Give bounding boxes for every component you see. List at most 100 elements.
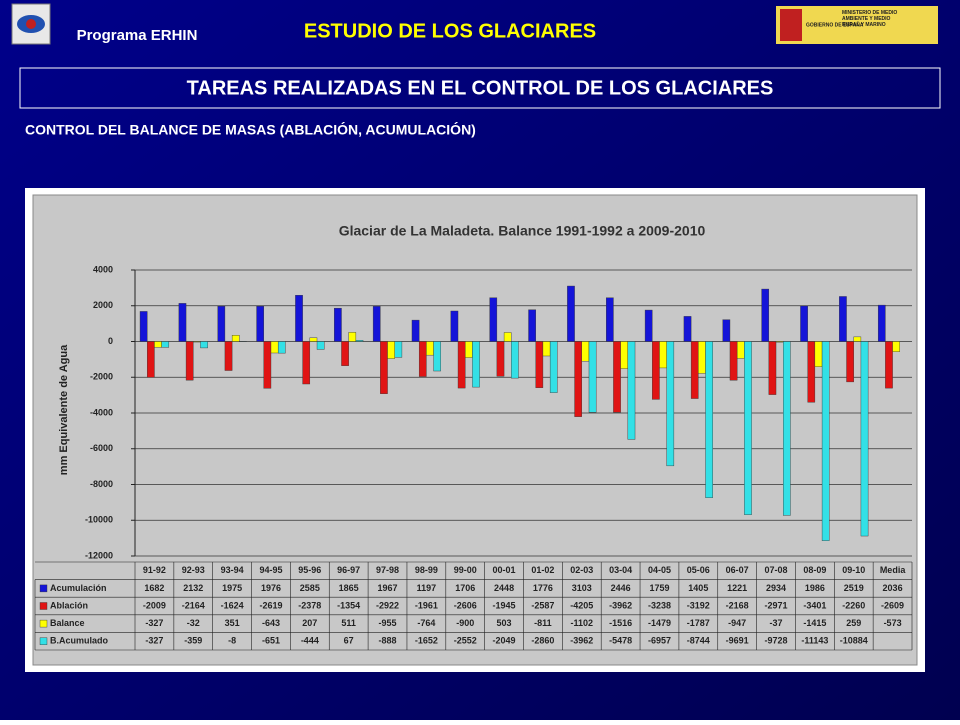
bar bbox=[893, 342, 900, 352]
bar bbox=[225, 342, 232, 371]
subtitle: CONTROL DEL BALANCE DE MASAS (ABLACIÓN, … bbox=[25, 121, 476, 138]
bar bbox=[628, 342, 635, 440]
table-value: -3192 bbox=[687, 600, 710, 610]
bar bbox=[744, 342, 751, 515]
x-tick-label: 06-07 bbox=[726, 565, 749, 575]
table-value: 2519 bbox=[844, 583, 864, 593]
bar bbox=[295, 295, 302, 341]
y-tick-label: 2000 bbox=[93, 300, 113, 310]
table-value: -3401 bbox=[803, 600, 826, 610]
chart-title: Glaciar de La Maladeta. Balance 1991-199… bbox=[339, 223, 706, 239]
bar bbox=[536, 342, 543, 388]
table-value: -888 bbox=[379, 636, 397, 646]
table-value: -811 bbox=[534, 618, 552, 628]
bar bbox=[567, 286, 574, 341]
ministry-logo: GOBIERNO DE ESPAÑA MINISTERIO DE MEDIO A… bbox=[776, 6, 938, 44]
bar bbox=[193, 342, 200, 343]
table-value: -955 bbox=[379, 618, 397, 628]
table-value: -9691 bbox=[726, 636, 749, 646]
bar bbox=[737, 342, 744, 359]
legend-label: Ablación bbox=[50, 600, 88, 610]
bar bbox=[659, 342, 666, 368]
bar bbox=[419, 342, 426, 377]
bar bbox=[140, 311, 147, 341]
table-value: -1479 bbox=[648, 618, 671, 628]
table-value: -651 bbox=[262, 636, 280, 646]
table-value: -10884 bbox=[840, 636, 868, 646]
table-value: -1945 bbox=[493, 600, 516, 610]
bar bbox=[504, 333, 511, 342]
table-value: -8 bbox=[228, 636, 236, 646]
bar bbox=[621, 342, 628, 369]
table-value: -32 bbox=[187, 618, 200, 628]
y-axis-label: mm Equivalente de Agua bbox=[58, 344, 70, 475]
table-value: 1975 bbox=[222, 583, 242, 593]
bar bbox=[264, 342, 271, 389]
legend-swatch bbox=[40, 585, 47, 592]
legend-label: Acumulación bbox=[50, 583, 107, 593]
table-value: -2587 bbox=[531, 600, 554, 610]
table-value: -2552 bbox=[454, 636, 477, 646]
bar bbox=[271, 342, 278, 353]
table-value: -359 bbox=[184, 636, 202, 646]
x-tick-label: 91-92 bbox=[143, 565, 166, 575]
table-value: -2049 bbox=[493, 636, 516, 646]
table-value: 2934 bbox=[766, 583, 786, 593]
bar bbox=[154, 342, 161, 348]
table-value: 259 bbox=[846, 618, 861, 628]
table-value: -1961 bbox=[415, 600, 438, 610]
bar bbox=[589, 342, 596, 413]
table-value: 1221 bbox=[727, 583, 747, 593]
y-tick-label: -6000 bbox=[90, 443, 113, 453]
table-value: 2036 bbox=[883, 583, 903, 593]
table-value: -2009 bbox=[143, 600, 166, 610]
x-tick-label: 94-95 bbox=[259, 565, 282, 575]
table-value: -327 bbox=[145, 618, 163, 628]
table-value: -2260 bbox=[842, 600, 865, 610]
table-value: -37 bbox=[770, 618, 783, 628]
x-tick-label: 97-98 bbox=[376, 565, 399, 575]
table-value: 2446 bbox=[611, 583, 631, 593]
table-value: 1706 bbox=[455, 583, 475, 593]
bar bbox=[257, 306, 264, 341]
bar bbox=[465, 342, 472, 358]
table-value: 2448 bbox=[494, 583, 514, 593]
x-tick-label: 98-99 bbox=[415, 565, 438, 575]
bar bbox=[550, 342, 557, 393]
table-value: -3238 bbox=[648, 600, 671, 610]
table-value: -1415 bbox=[803, 618, 826, 628]
bar bbox=[529, 310, 536, 342]
table-value: -2922 bbox=[376, 600, 399, 610]
bar bbox=[613, 342, 620, 413]
table-value: -1787 bbox=[687, 618, 710, 628]
logo-text-box: MINISTERIO DE MEDIO AMBIENTE Y MEDIO RUR… bbox=[842, 10, 902, 40]
bar bbox=[645, 310, 652, 341]
bar bbox=[341, 342, 348, 366]
table-value: -2378 bbox=[298, 600, 321, 610]
bar bbox=[147, 342, 154, 378]
bar bbox=[334, 308, 341, 341]
bar bbox=[380, 342, 387, 394]
bar bbox=[218, 306, 225, 341]
bar bbox=[684, 316, 691, 341]
bar bbox=[575, 342, 582, 417]
bar bbox=[310, 338, 317, 342]
bar bbox=[373, 306, 380, 341]
table-value: 2585 bbox=[300, 583, 320, 593]
bar bbox=[582, 342, 589, 362]
table-value: -2619 bbox=[259, 600, 282, 610]
table-value: -573 bbox=[884, 618, 902, 628]
bar bbox=[691, 342, 698, 399]
table-value: -9728 bbox=[765, 636, 788, 646]
x-tick-label: 01-02 bbox=[531, 565, 554, 575]
bar bbox=[730, 342, 737, 381]
table-value: 67 bbox=[344, 636, 354, 646]
bar bbox=[723, 320, 730, 342]
y-tick-label: 4000 bbox=[93, 264, 113, 274]
x-tick-label: 04-05 bbox=[648, 565, 671, 575]
legend-swatch bbox=[40, 620, 47, 627]
table-value: 1865 bbox=[339, 583, 359, 593]
table-value: 351 bbox=[225, 618, 240, 628]
bar bbox=[426, 342, 433, 356]
